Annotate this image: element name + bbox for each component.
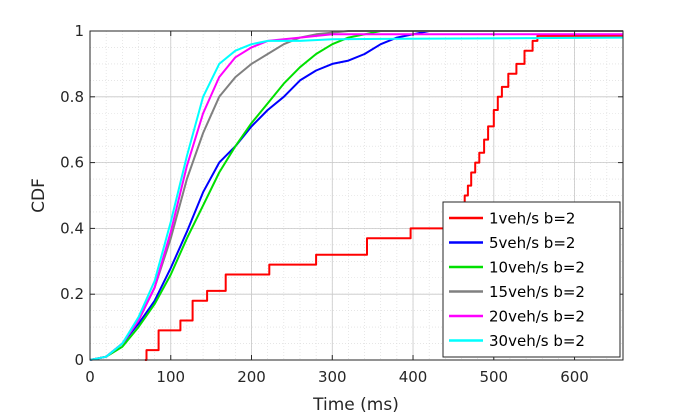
plot-frame — [89, 30, 624, 361]
x-tick-label: 200 — [237, 368, 266, 386]
legend-label-5: 20veh/s b=2 — [489, 308, 585, 326]
legend-box — [442, 201, 621, 358]
series-line-1 — [144, 34, 623, 361]
x-tick-label: 300 — [318, 368, 347, 386]
y-tick-label: 0.2 — [60, 285, 84, 303]
x-tick-label: 600 — [560, 368, 589, 386]
x-tick-label: 400 — [399, 368, 428, 386]
series-line-2 — [89, 30, 623, 361]
legend: 1veh/s b=2 5veh/s b=2 10veh/s b=2 15veh/s b… — [442, 201, 621, 358]
y-axis-label: CDF — [29, 178, 49, 213]
x-tick-label: 500 — [479, 368, 508, 386]
y-tick-label: 0 — [74, 351, 84, 369]
legend-label-2: 5veh/s b=2 — [489, 234, 575, 252]
x-axis-label: Time (ms) — [312, 395, 399, 415]
series-line-6 — [89, 36, 624, 361]
x-tick-label: 0 — [85, 368, 95, 386]
legend-label-6: 30veh/s b=2 — [489, 332, 585, 350]
y-tick-label: 0.6 — [60, 154, 84, 172]
series-lines — [89, 30, 624, 361]
y-tick-label: 0.4 — [60, 219, 84, 237]
legend-label-4: 15veh/s b=2 — [489, 283, 585, 301]
legend-label-1: 1veh/s b=2 — [489, 210, 575, 228]
y-tick-label: 1 — [74, 22, 84, 40]
y-axis-ticks: 0 0.2 0.4 0.6 0.8 1 — [60, 22, 623, 369]
y-tick-label: 0.8 — [60, 88, 84, 106]
x-axis-ticks: 0 100 200 300 400 500 600 — [85, 31, 589, 386]
x-tick-label: 100 — [156, 368, 185, 386]
legend-label-3: 10veh/s b=2 — [489, 259, 585, 277]
